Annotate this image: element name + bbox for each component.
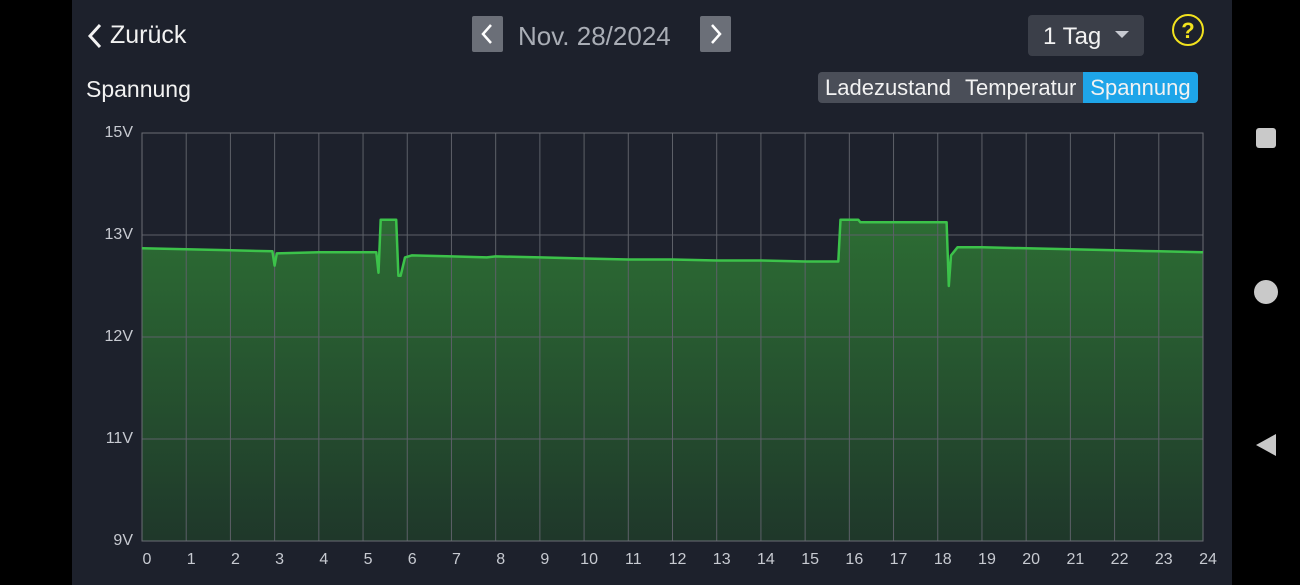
x-tick-label: 13 — [713, 551, 731, 568]
x-tick-label: 4 — [319, 551, 328, 568]
tab[interactable]: Temperatur — [965, 75, 1077, 100]
y-tick-label: 11V — [106, 430, 134, 447]
x-tick-label: 24 — [1199, 551, 1217, 568]
x-tick-label: 12 — [669, 551, 687, 568]
back-icon[interactable] — [86, 22, 104, 50]
x-tick-label: 17 — [890, 551, 908, 568]
x-tick-label: 7 — [452, 551, 461, 568]
x-tick-label: 21 — [1066, 551, 1084, 568]
tab[interactable]: Ladezustand — [825, 75, 951, 100]
voltage-line — [141, 218, 1204, 288]
x-tick-label: 8 — [496, 551, 505, 568]
help-button[interactable]: ? — [1172, 14, 1204, 46]
back-button[interactable]: Zurück — [110, 21, 187, 49]
date: Nov. 28/2024 — [518, 21, 671, 51]
x-tick-label: 1 — [187, 551, 196, 568]
recent-apps[interactable] — [1256, 128, 1276, 148]
x-tick-label: 15 — [801, 551, 819, 568]
x-tick-label: 11 — [625, 551, 642, 568]
x-tick-label: 5 — [364, 551, 373, 568]
x-tick-label: 19 — [978, 551, 996, 568]
x-tick-label: 14 — [757, 551, 775, 568]
plot-border — [141, 132, 1204, 542]
y-tick-label: 15V — [105, 124, 134, 141]
system-nav — [1254, 128, 1278, 456]
x-tick-label: 3 — [275, 551, 284, 568]
x-tick-label: 22 — [1111, 551, 1129, 568]
x-tick-label: 0 — [143, 551, 152, 568]
x-tick-label: 20 — [1022, 551, 1040, 568]
x-tick-label: 6 — [408, 551, 417, 568]
y-tick-label: 13V — [105, 226, 134, 243]
tabs: Ladezustand Temperatur Spannung — [818, 72, 1198, 103]
x-tick-label: 23 — [1155, 551, 1173, 568]
prev-day[interactable] — [472, 16, 503, 52]
next-day[interactable] — [700, 16, 731, 52]
range-label: 1 Tag — [1043, 23, 1102, 50]
range-select[interactable]: 1 Tag — [1028, 15, 1144, 56]
y-tick-label: 9V — [113, 532, 133, 549]
x-tick-label: 16 — [845, 551, 863, 568]
x-tick-label: 9 — [540, 551, 549, 568]
x-tick-label: 2 — [231, 551, 240, 568]
home[interactable] — [1254, 280, 1278, 304]
x-tick-label: 18 — [934, 551, 952, 568]
section-title: Spannung — [86, 76, 191, 102]
y-tick-label: 12V — [105, 328, 134, 345]
x-tick-label: 10 — [580, 551, 598, 568]
tab[interactable]: Spannung — [1083, 72, 1198, 103]
back-nav[interactable] — [1256, 434, 1276, 456]
